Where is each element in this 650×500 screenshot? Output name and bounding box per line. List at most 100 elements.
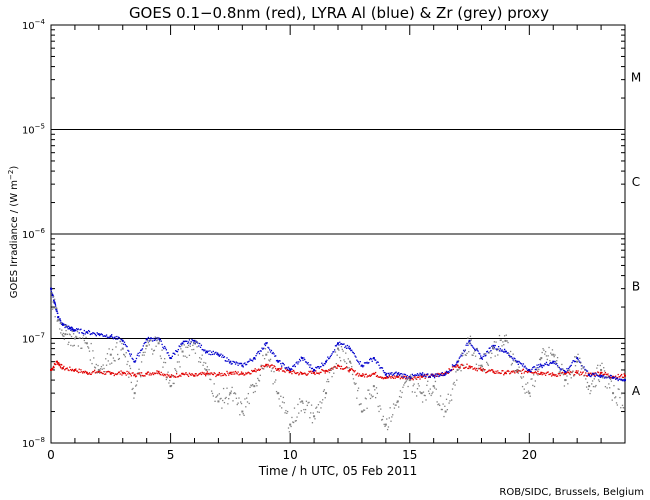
data-point-interp xyxy=(222,374,224,377)
data-point-interp xyxy=(555,373,557,376)
data-point-interp xyxy=(462,352,464,355)
data-point xyxy=(73,368,76,371)
data-point-interp xyxy=(206,371,209,373)
data-point-interp xyxy=(245,406,247,408)
data-point-interp xyxy=(561,363,563,366)
data-point-interp xyxy=(220,375,222,377)
data-point xyxy=(552,373,555,376)
data-point-interp xyxy=(87,329,90,332)
data-point-interp xyxy=(185,372,187,374)
data-point-interp xyxy=(309,371,311,373)
data-point-interp xyxy=(70,369,73,372)
data-point-interp xyxy=(497,370,499,372)
data-point-interp xyxy=(234,361,236,363)
data-point-interp xyxy=(356,397,358,399)
data-point-interp xyxy=(324,363,326,365)
data-point-interp xyxy=(259,374,261,376)
data-point-interp xyxy=(188,354,191,356)
data-point-interp xyxy=(267,363,269,366)
data-point-interp xyxy=(263,357,266,360)
data-point-interp xyxy=(370,394,373,396)
data-point-interp xyxy=(380,419,383,421)
data-point-interp xyxy=(476,347,478,350)
data-point-interp xyxy=(205,375,207,377)
data-point-interp xyxy=(387,376,390,379)
data-point xyxy=(504,350,507,353)
data-point-interp xyxy=(205,352,207,354)
data-point-interp xyxy=(187,374,189,376)
data-point-interp xyxy=(491,352,493,355)
data-point-interp xyxy=(535,368,537,371)
data-point-interp xyxy=(127,349,129,352)
data-point xyxy=(109,372,112,375)
data-point xyxy=(384,423,387,426)
data-point-interp xyxy=(610,377,613,379)
data-point-interp xyxy=(493,341,496,343)
data-point-interp xyxy=(316,372,319,374)
data-point-interp xyxy=(405,376,408,378)
data-point-interp xyxy=(579,361,581,363)
data-point-interp xyxy=(558,372,560,375)
data-point-interp xyxy=(272,383,274,385)
data-point-interp xyxy=(407,377,409,379)
data-point-interp xyxy=(339,356,341,359)
data-point-interp xyxy=(346,367,349,369)
data-point-interp xyxy=(475,367,478,370)
data-point-interp xyxy=(398,395,401,398)
data-point-interp xyxy=(350,349,352,352)
data-point-interp xyxy=(60,367,62,369)
data-point-interp xyxy=(610,380,613,382)
data-point-interp xyxy=(617,373,619,376)
data-point-interp xyxy=(308,370,310,373)
data-point-interp xyxy=(382,415,384,418)
svg-text:GOES Irradiance / (W m−2): GOES Irradiance / (W m−2) xyxy=(7,166,20,299)
data-point-interp xyxy=(105,335,107,338)
data-point-interp xyxy=(351,369,354,371)
data-point-interp xyxy=(535,372,537,374)
data-point-interp xyxy=(240,362,242,365)
data-point-interp xyxy=(389,372,391,374)
data-point-interp xyxy=(442,373,444,375)
data-point-interp xyxy=(249,386,251,388)
data-point-interp xyxy=(128,365,131,367)
data-point-interp xyxy=(60,322,62,325)
data-point-interp xyxy=(561,368,563,370)
data-point-interp xyxy=(125,345,127,347)
data-point-interp xyxy=(475,348,478,350)
data-point-interp xyxy=(511,362,513,365)
data-point-interp xyxy=(595,372,597,375)
data-point-interp xyxy=(384,425,386,428)
data-point-interp xyxy=(474,348,476,351)
data-point-interp xyxy=(594,375,596,378)
data-point-interp xyxy=(248,372,250,374)
data-point-interp xyxy=(250,372,252,375)
data-point-interp xyxy=(418,385,420,387)
data-point-interp xyxy=(591,372,594,375)
data-point-interp xyxy=(281,365,283,367)
data-point-interp xyxy=(140,374,142,377)
data-point-interp xyxy=(471,366,473,368)
data-point-interp xyxy=(602,375,604,377)
data-point-interp xyxy=(81,347,83,349)
data-point-interp xyxy=(609,387,611,389)
data-point-interp xyxy=(481,365,484,368)
data-point-interp xyxy=(132,372,134,374)
data-point-interp xyxy=(148,340,150,342)
data-point-interp xyxy=(116,335,118,338)
data-point-interp xyxy=(398,374,401,376)
data-point-interp xyxy=(292,365,294,367)
data-point-interp xyxy=(327,356,329,358)
data-point-interp xyxy=(59,366,62,368)
data-point-interp xyxy=(541,374,543,376)
data-point-interp xyxy=(328,380,330,383)
data-point-interp xyxy=(453,366,455,368)
data-point-interp xyxy=(384,372,386,374)
data-point-interp xyxy=(199,373,201,375)
data-point-interp xyxy=(124,356,127,358)
data-point-interp xyxy=(439,375,441,377)
data-point-interp xyxy=(147,336,150,339)
data-point-interp xyxy=(176,351,179,353)
data-point-interp xyxy=(578,360,580,362)
data-point-interp xyxy=(69,326,71,328)
data-point-interp xyxy=(535,367,537,369)
